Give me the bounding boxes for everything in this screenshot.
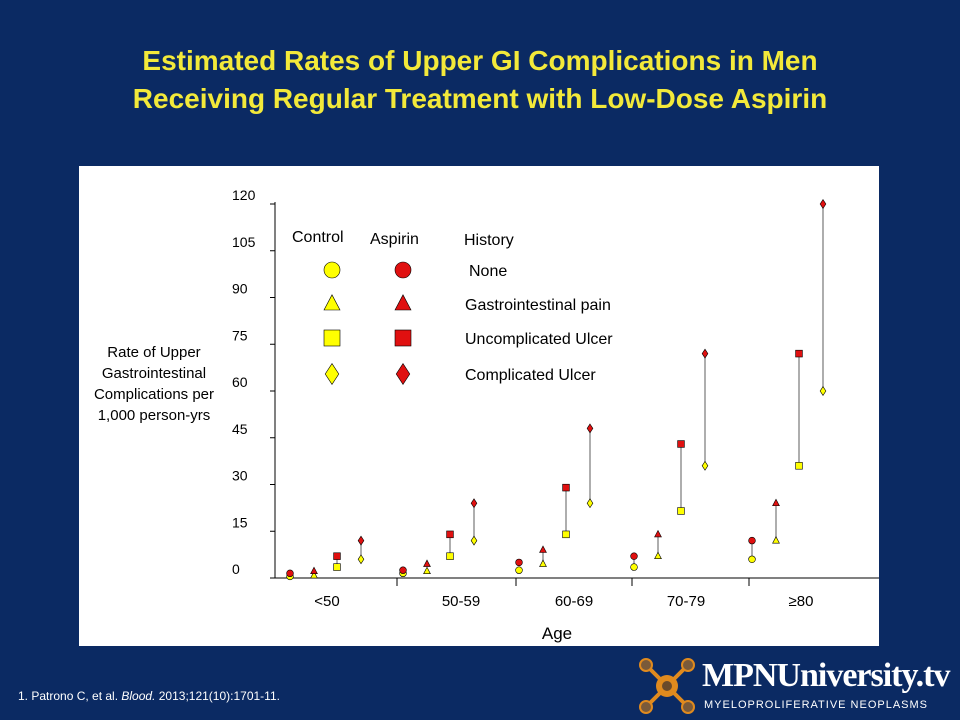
y-axis-label-line: 1,000 person-yrs [98,407,211,424]
control-triangle-point [772,536,780,544]
control-triangle-point [310,570,318,579]
control-diamond-point [586,498,594,509]
aspirin-circle-point [515,558,523,567]
aspirin-circle-point [748,536,756,545]
y-axis-label: Rate of Upper Gastrointestinal Complicatio… [94,344,214,424]
y-tick-label: 120 [232,187,256,203]
y-tick-label: 45 [232,421,248,437]
control-diamond-point [819,386,827,396]
x-category-label: <50 [314,593,339,610]
aspirin-diamond-point [819,199,827,209]
mpn-university-logo[interactable]: MPNUniversity.tv MYELOPROLIFERATIVE NEOP… [636,655,950,717]
legend-label: None [469,263,507,280]
aspirin-diamond-point [586,423,594,434]
logo-subtext: MYELOPROLIFERATIVE NEOPLASMS [704,699,929,711]
control-diamond-point [701,460,709,471]
x-category-label: 60-69 [555,593,593,610]
aspirin-triangle-point [310,566,318,574]
y-axis-label-line: Complications per [94,386,214,403]
citation-suffix: 2013;121(10):1701-11. [155,689,280,703]
aspirin-diamond-point [470,498,478,509]
aspirin-square-point [795,349,803,358]
control-circle-point [748,555,756,563]
slide-title: Estimated Rates of Upper GI Complication… [0,42,960,118]
control-square-point [677,507,685,515]
title-line-1: Estimated Rates of Upper GI Complication… [142,45,818,76]
legend-label: Uncomplicated Ulcer [465,331,613,348]
x-axis-label: Age [542,624,572,643]
aspirin-square-point [333,552,341,560]
control-circle-point [630,563,638,571]
control-square-point [562,530,570,539]
legend-control-square [323,329,341,347]
legend-aspirin-diamond [395,363,411,385]
control-circle-point [515,566,523,574]
chart: 0 15 30 45 60 75 90 105 120 <50 50-59 60-69 70-79 ≥80… [94,187,879,643]
aspirin-triangle-point [423,559,431,567]
legend-control-triangle [323,294,341,311]
x-category-label: 70-79 [667,593,705,610]
y-axis-label-line: Rate of Upper [107,344,200,361]
y-tick-label: 90 [232,281,248,297]
y-tick-label: 15 [232,514,248,530]
citation: 1. Patrono C, et al. Blood. 2013;121(10)… [18,689,280,703]
x-category-label: ≥80 [789,593,814,610]
y-tick-label: 75 [232,327,248,343]
legend-label: Gastrointestinal pain [465,297,611,314]
y-tick-label: 105 [232,234,256,250]
y-tick-label: 0 [232,561,240,577]
control-square-point [333,563,341,571]
aspirin-circle-point [630,552,638,560]
aspirin-triangle-point [772,498,780,507]
aspirin-circle-point [286,569,294,578]
aspirin-circle-point [399,566,407,574]
chart-panel: 0 15 30 45 60 75 90 105 120 <50 50-59 60-69 70-79 ≥80… [79,166,879,646]
logo-wordmark: MPNUniversity.tv [702,657,950,694]
x-category-label: 50-59 [442,593,480,610]
legend-background [284,216,664,396]
control-square-point [446,552,454,560]
control-triangle-point [423,566,431,574]
aspirin-diamond-point [701,348,709,359]
title-line-2: Receiving Regular Treatment with Low-Dos… [132,83,828,114]
aspirin-diamond-point [357,535,365,546]
y-tick-label: 60 [232,374,248,390]
aspirin-square-point [677,440,685,448]
molecule-icon [639,658,695,714]
legend-aspirin-circle [394,261,412,279]
legend-header-control: Control [292,229,344,246]
y-tick-label: 30 [232,468,248,484]
legend-label: Complicated Ulcer [465,367,596,384]
legend-header-history: History [464,232,514,249]
legend-aspirin-square [394,329,412,347]
aspirin-triangle-point [539,545,547,553]
control-diamond-point [357,554,365,565]
legend-control-diamond [324,363,340,385]
aspirin-triangle-point [654,529,662,538]
legend-aspirin-triangle [394,294,412,311]
control-triangle-point [539,559,547,567]
legend-header-aspirin: Aspirin [370,231,419,248]
aspirin-square-point [446,530,454,539]
control-triangle-point [654,551,662,560]
legend-control-circle [323,261,341,279]
y-axis-label-line: Gastrointestinal [102,365,206,382]
control-square-point [795,462,803,470]
control-diamond-point [470,535,478,546]
aspirin-square-point [562,483,570,492]
citation-journal: Blood. [121,689,156,703]
citation-prefix: 1. Patrono C, et al. [18,689,122,703]
